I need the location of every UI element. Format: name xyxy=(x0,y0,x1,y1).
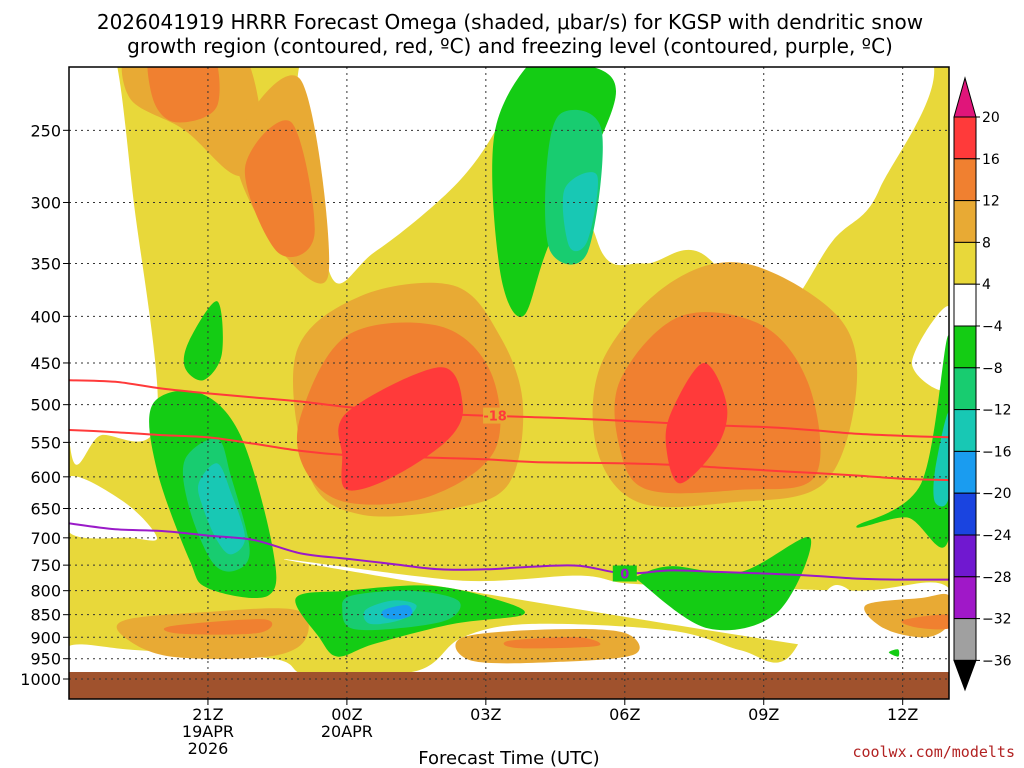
omega-shade--4 xyxy=(856,335,949,548)
colorbar-label: −24 xyxy=(982,528,1012,544)
y-tick-label-800: 800 xyxy=(30,582,61,601)
y-tick-label-500: 500 xyxy=(30,396,61,415)
colorbar-label: −16 xyxy=(982,444,1012,460)
colorbar-swatch xyxy=(953,534,977,578)
colorbar-label: −12 xyxy=(982,403,1012,419)
omega-shade--12 xyxy=(933,412,949,507)
x-axis-title: Forecast Time (UTC) xyxy=(418,748,599,768)
colorbar-label: 20 xyxy=(982,110,1000,126)
contour-line-0 xyxy=(69,522,949,581)
omega-shade-12 xyxy=(503,637,601,649)
omega-shade-12 xyxy=(244,120,315,258)
x-tick-sublabel: 19APR xyxy=(182,722,234,741)
x-tick-label-03Z: 03Z xyxy=(470,705,501,724)
chart-title-line2: growth region (contoured, red, ºC) and f… xyxy=(127,34,893,58)
contour-label-bg-0 xyxy=(612,565,637,582)
y-tick-label-250: 250 xyxy=(30,121,61,140)
colorbar-swatch xyxy=(953,618,977,661)
y-tick-label-650: 650 xyxy=(30,500,61,519)
x-tick-sublabel: 2026 xyxy=(188,739,229,758)
colorbar-swatch xyxy=(953,450,977,494)
weak-omega-region xyxy=(911,306,949,391)
contour-line--18 xyxy=(69,379,949,439)
y-tick-label-900: 900 xyxy=(30,628,61,647)
colorbar-label: −4 xyxy=(982,319,1003,335)
y-tick-label-750: 750 xyxy=(30,556,61,575)
colorbar-swatch xyxy=(953,116,977,160)
colorbar: 20 16 12 8 4 −4 −8 −12 −16 −20 −24 −28 −32 −36 xyxy=(953,76,1012,692)
omega-shade-12 xyxy=(147,67,220,123)
ground-surface xyxy=(69,672,949,699)
x-tick-label-09Z: 09Z xyxy=(748,705,779,724)
colorbar-swatch xyxy=(953,241,977,285)
contour-label-bg--18 xyxy=(483,407,508,424)
x-tick-label-12Z: 12Z xyxy=(887,705,918,724)
colorbar-label: −32 xyxy=(982,612,1012,628)
omega-shade--16 xyxy=(381,605,413,620)
colorbar-label: 8 xyxy=(982,235,991,251)
plot-area: -18 0 xyxy=(69,67,949,699)
colorbar-label: 12 xyxy=(982,194,1000,210)
omega-shade-12 xyxy=(901,614,949,630)
omega-shade-16 xyxy=(665,362,728,484)
y-tick-label-950: 950 xyxy=(30,650,61,669)
omega-shade--4 xyxy=(183,301,223,381)
omega-shade--4 xyxy=(632,536,812,631)
plot-frame xyxy=(68,66,950,700)
omega-shade--4 xyxy=(888,649,900,657)
contour-label--18: -18 xyxy=(483,410,507,425)
chart-title-line1: 2026041919 HRRR Forecast Omega (shaded, … xyxy=(97,10,923,34)
colorbar-swatch xyxy=(953,492,977,536)
weak-omega-region xyxy=(296,67,540,284)
x-tick-label-06Z: 06Z xyxy=(609,705,640,724)
colorbar-swatch xyxy=(953,283,977,327)
omega-shade-12 xyxy=(163,619,273,635)
omega-shade-16 xyxy=(338,367,464,491)
colorbar-label: −36 xyxy=(982,653,1012,669)
colorbar-swatch xyxy=(953,158,977,202)
x-tick-sublabel: 20APR xyxy=(321,722,373,741)
y-tick-label-850: 850 xyxy=(30,606,61,625)
omega-shade--12 xyxy=(197,463,245,555)
x-tick-label-21Z: 21Z xyxy=(192,705,223,724)
colorbar-swatch xyxy=(953,367,977,411)
y-tick-label-350: 350 xyxy=(30,254,61,273)
contour-layer: -18 0 xyxy=(69,379,949,582)
colorbar-bottom-extension xyxy=(953,659,977,692)
colorbar-label: −8 xyxy=(982,361,1003,377)
colorbar-swatch xyxy=(953,409,977,452)
weak-omega-region xyxy=(69,476,158,541)
contour-line--12 xyxy=(69,429,949,482)
y-tick-label-700: 700 xyxy=(30,529,61,548)
x-tick-label-00Z: 00Z xyxy=(331,705,362,724)
y-tick-label-600: 600 xyxy=(30,468,61,487)
colorbar-label: 4 xyxy=(982,277,991,293)
colorbar-label: 16 xyxy=(982,152,1000,168)
colorbar-label: −20 xyxy=(982,486,1012,502)
weak-omega-region xyxy=(69,67,158,465)
contour-label-0: 0 xyxy=(620,567,629,582)
colorbar-label: −28 xyxy=(982,570,1012,586)
colorbar-swatch xyxy=(953,325,977,369)
gridlines xyxy=(69,67,949,699)
y-tick-label-400: 400 xyxy=(30,307,61,326)
colorbar-swatch xyxy=(953,200,977,243)
y-tick-label-300: 300 xyxy=(30,193,61,212)
y-axis: 250 300 350 400 450 500 550 600 650 700 750 800 850 9… xyxy=(20,121,69,689)
ground-layer xyxy=(69,672,949,699)
omega-shade--12 xyxy=(562,172,598,252)
colorbar-swatch xyxy=(953,576,977,620)
credit-text: coolwx.com/modelts xyxy=(852,743,1015,761)
y-tick-label-450: 450 xyxy=(30,354,61,373)
weak-omega-region xyxy=(553,67,935,317)
y-tick-label-1000: 1000 xyxy=(20,670,61,689)
y-tick-label-550: 550 xyxy=(30,433,61,452)
